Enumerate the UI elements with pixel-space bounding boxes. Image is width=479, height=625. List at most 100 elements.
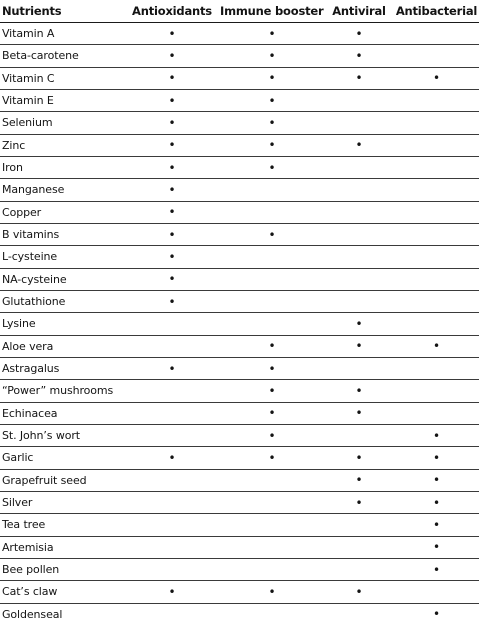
nutrient-name: Zinc xyxy=(0,134,124,157)
cell-antioxidants xyxy=(124,558,220,582)
cell-immune-boosters: • xyxy=(220,402,324,425)
cell-immune-boosters xyxy=(220,178,324,202)
table-row: Tea tree • xyxy=(0,513,479,537)
bullet-mark: • xyxy=(168,115,176,130)
table-row: Artemisia • xyxy=(0,536,479,559)
cell-antibacterial xyxy=(394,134,479,157)
cell-antiviral xyxy=(324,201,394,224)
table-row: Glutathione • xyxy=(0,290,479,314)
cell-antioxidants: • xyxy=(124,446,220,470)
bullet-mark: • xyxy=(268,450,276,465)
cell-antibacterial: • xyxy=(394,335,479,358)
cell-antiviral xyxy=(324,536,394,559)
cell-antiviral: • xyxy=(324,44,394,68)
cell-immune-boosters xyxy=(220,536,324,559)
cell-antioxidants: • xyxy=(124,156,220,180)
table-row: Echinacea • • xyxy=(0,402,479,425)
cell-antiviral xyxy=(324,357,394,381)
cell-immune-boosters xyxy=(220,290,324,314)
bullet-mark: • xyxy=(268,48,276,63)
nutrient-name: Garlic xyxy=(0,446,124,470)
cell-immune-boosters xyxy=(220,245,324,269)
bullet-mark: • xyxy=(168,272,176,287)
table-row: Vitamin E • • xyxy=(0,89,479,113)
cell-antioxidants xyxy=(124,469,220,492)
cell-antiviral: • xyxy=(324,335,394,358)
bullet-mark: • xyxy=(268,71,276,86)
bullet-mark: • xyxy=(268,160,276,175)
table-row: Goldenseal • xyxy=(0,603,479,625)
cell-immune-boosters: • xyxy=(220,111,324,135)
nutrient-name: Silver xyxy=(0,491,124,515)
cell-immune-boosters: • xyxy=(220,446,324,470)
bullet-mark: • xyxy=(168,249,176,264)
bullet-mark: • xyxy=(355,138,363,153)
nutrient-name: Cat’s claw xyxy=(0,580,124,604)
bullet-mark: • xyxy=(433,495,440,510)
cell-antibacterial xyxy=(394,89,479,113)
bullet-mark: • xyxy=(433,473,440,488)
nutrient-name: Echinacea xyxy=(0,402,124,425)
nutrient-name: Glutathione xyxy=(0,290,124,314)
cell-antibacterial: • xyxy=(394,513,479,537)
bullet-mark: • xyxy=(268,428,276,443)
bullet-mark: • xyxy=(168,361,176,376)
cell-antiviral xyxy=(324,178,394,202)
nutrient-name: Beta-carotene xyxy=(0,44,124,68)
cell-immune-boosters xyxy=(220,469,324,492)
bullet-mark: • xyxy=(355,450,363,465)
table-row: Beta-carotene • • • xyxy=(0,44,479,68)
table-row: Silver • • xyxy=(0,491,479,515)
cell-antiviral: • xyxy=(324,491,394,515)
cell-antioxidants xyxy=(124,513,220,537)
bullet-mark: • xyxy=(355,339,363,354)
cell-antiviral: • xyxy=(324,67,394,90)
cell-antiviral xyxy=(324,603,394,625)
bullet-mark: • xyxy=(268,93,276,108)
header-nutrients: Nutrients xyxy=(0,0,124,23)
cell-immune-boosters: • xyxy=(220,44,324,68)
cell-antioxidants: • xyxy=(124,580,220,604)
cell-antibacterial xyxy=(394,379,479,403)
cell-immune-boosters: • xyxy=(220,580,324,604)
bullet-mark: • xyxy=(268,138,276,153)
header-antiviral: Antiviral xyxy=(324,0,394,23)
bullet-mark: • xyxy=(268,406,276,421)
cell-antibacterial: • xyxy=(394,446,479,470)
table-row: L-cysteine • xyxy=(0,245,479,269)
nutrient-name: Bee pollen xyxy=(0,558,124,582)
nutrient-name: Goldenseal xyxy=(2,607,63,621)
cell-antioxidants: • xyxy=(124,268,220,291)
cell-antiviral: • xyxy=(324,134,394,157)
cell-antibacterial xyxy=(394,268,479,291)
nutrient-name: NA-cysteine xyxy=(0,268,124,291)
cell-immune-boosters: • xyxy=(220,22,324,46)
cell-antibacterial: • xyxy=(394,424,479,448)
nutrient-name: St. John’s wort xyxy=(0,424,124,448)
table-row: B vitamins • • xyxy=(0,223,479,247)
nutrient-name: Copper xyxy=(0,201,124,224)
header-immune-boosters: Immune boosters xyxy=(220,0,324,23)
nutrient-name: L-cysteine xyxy=(0,245,124,269)
table-row: Cat’s claw • • • xyxy=(0,580,479,604)
nutrient-name: Selenium xyxy=(0,111,124,135)
table-row: Bee pollen • xyxy=(0,558,479,582)
table-row: NA-cysteine • xyxy=(0,268,479,291)
table-row: Lysine • xyxy=(0,312,479,336)
bullet-mark: • xyxy=(433,562,440,577)
table-header: Nutrients Antioxidants Immune boosters A… xyxy=(0,0,479,23)
cell-antioxidants: • xyxy=(124,290,220,314)
nutrient-name: “Power” mushrooms xyxy=(0,379,124,403)
bullet-mark: • xyxy=(168,160,176,175)
bullet-mark: • xyxy=(355,26,363,41)
bullet-mark: • xyxy=(433,339,440,354)
cell-antioxidants xyxy=(124,536,220,559)
cell-antibacterial: • xyxy=(394,67,479,90)
cell-antiviral: • xyxy=(324,379,394,403)
table-row: Iron • • xyxy=(0,156,479,180)
cell-antioxidants xyxy=(124,424,220,448)
cell-antiviral xyxy=(324,424,394,448)
cell-antioxidants: • xyxy=(124,89,220,113)
